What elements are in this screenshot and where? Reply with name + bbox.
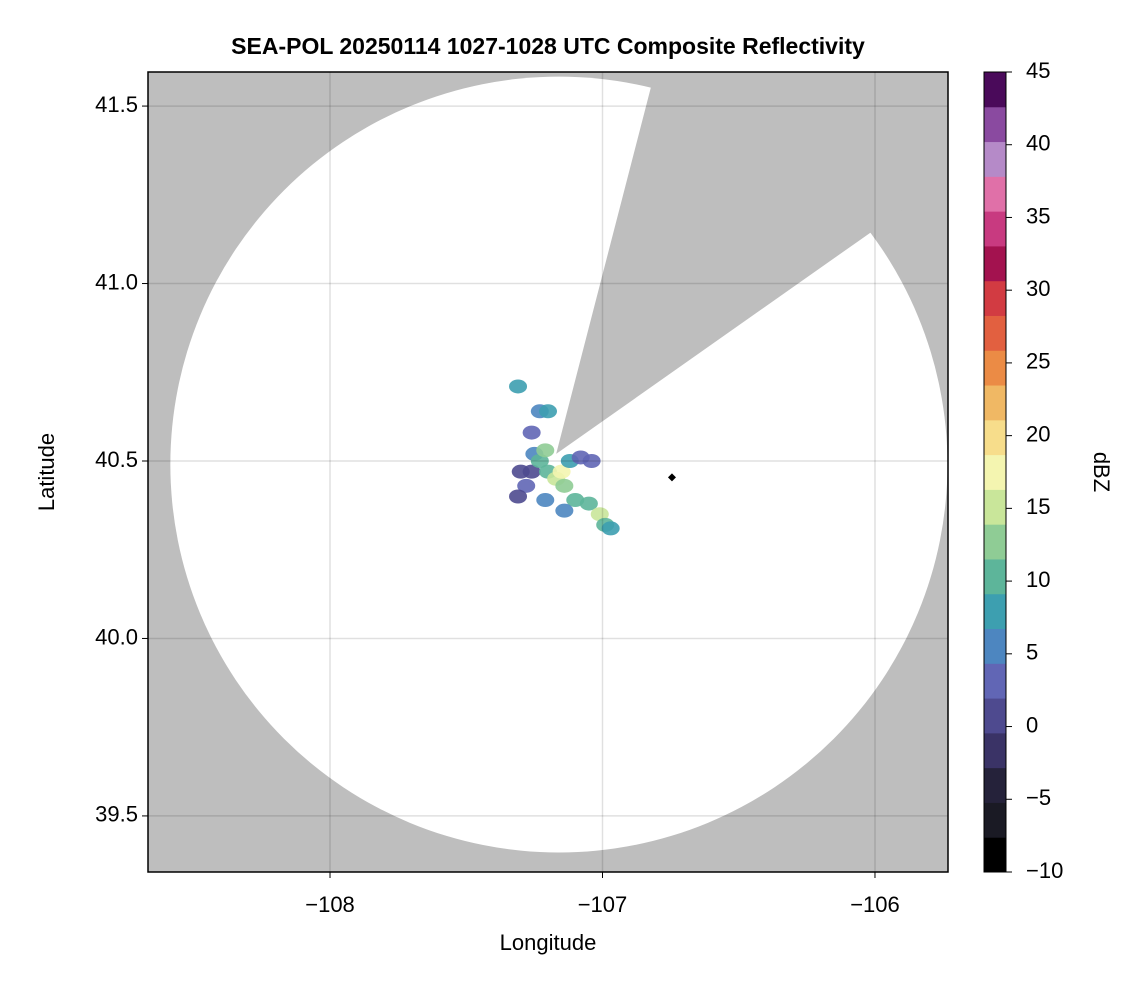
colorbar-tick-label: 35 [1026, 203, 1050, 228]
colorbar-segment [984, 141, 1006, 177]
colorbar-segment [984, 732, 1006, 769]
y-tick-label: 40.5 [95, 447, 138, 472]
site-marker [667, 473, 676, 482]
colorbar-segment [984, 802, 1006, 838]
colorbar-segment [984, 280, 1006, 316]
echo-cell [590, 507, 609, 522]
colorbar-segment [984, 315, 1006, 351]
echo-cell [552, 464, 571, 479]
colorbar-tick-label: 40 [1026, 131, 1050, 156]
colorbar-segment [984, 593, 1006, 630]
y-tick-label: 40.0 [95, 624, 138, 649]
colorbar-tick-label: 10 [1026, 567, 1050, 592]
echo-cell [579, 496, 598, 511]
echo-cell [530, 453, 549, 468]
colorbar-segment [984, 767, 1006, 803]
colorbar-segment [984, 837, 1006, 873]
echo-cell [522, 464, 541, 479]
colorbar-tick-label: 0 [1026, 712, 1038, 737]
colorbar-label: dBZ [1089, 452, 1114, 492]
colorbar-segment [984, 350, 1006, 386]
echo-cell [536, 443, 555, 458]
plot-area [148, 72, 948, 872]
colorbar-segment [984, 72, 1006, 108]
echo-cell [555, 478, 574, 493]
colorbar-segment [984, 106, 1006, 143]
colorbar-segment [984, 454, 1006, 490]
colorbar-segment [984, 628, 1006, 664]
colorbar-segment [984, 419, 1006, 456]
colorbar-segment [984, 211, 1006, 247]
colorbar-tick-label: 30 [1026, 276, 1050, 301]
echo-cell [601, 521, 620, 536]
y-axis-label: Latitude [34, 433, 59, 511]
x-tick-label: −106 [850, 892, 900, 917]
colorbar-segment [984, 176, 1006, 212]
colorbar-frame [983, 71, 1007, 873]
colorbar-tick-label: 15 [1026, 494, 1050, 519]
echo-cell [509, 489, 528, 504]
plot-frame [147, 71, 949, 873]
colorbar-segment [984, 245, 1006, 282]
overlay: −108 −107 −106 39.5 40.0 40.5 41.0 41.5 −10 −5 0 5 1… [95, 58, 1063, 917]
colorbar-segment [984, 698, 1006, 734]
echo-cell [517, 478, 536, 493]
echo-cell [536, 493, 555, 508]
colorbar-segment [984, 524, 1006, 560]
colorbar-tick-label: 20 [1026, 421, 1050, 446]
colorbar-tick-label: 45 [1026, 58, 1050, 83]
echo-cell [582, 453, 601, 468]
colorbar-segment [984, 385, 1006, 421]
echo-cell [555, 503, 574, 518]
x-tick-label: −107 [578, 892, 628, 917]
echo-cell [539, 404, 557, 419]
colorbar-segment [984, 489, 1006, 525]
colorbar-tick-label: 25 [1026, 349, 1050, 374]
y-tick-label: 41.5 [95, 92, 138, 117]
echo-cell [509, 379, 528, 394]
colorbar-tick-label: 5 [1026, 640, 1038, 665]
y-tick-label: 41.0 [95, 269, 138, 294]
echo-cell [566, 493, 585, 508]
colorbar-segment [984, 558, 1006, 595]
x-tick-label: −108 [305, 892, 355, 917]
colorbar-tick-label: −10 [1026, 858, 1063, 883]
chart-title: SEA-POL 20250114 1027-1028 UTC Composite… [231, 33, 865, 59]
blocked-sector [556, 72, 948, 454]
echo-cell [522, 425, 541, 440]
colorbar-tick-label: −5 [1026, 785, 1051, 810]
colorbar-segment [984, 663, 1006, 699]
x-axis-label: Longitude [500, 930, 597, 955]
y-tick-label: 39.5 [95, 802, 138, 827]
